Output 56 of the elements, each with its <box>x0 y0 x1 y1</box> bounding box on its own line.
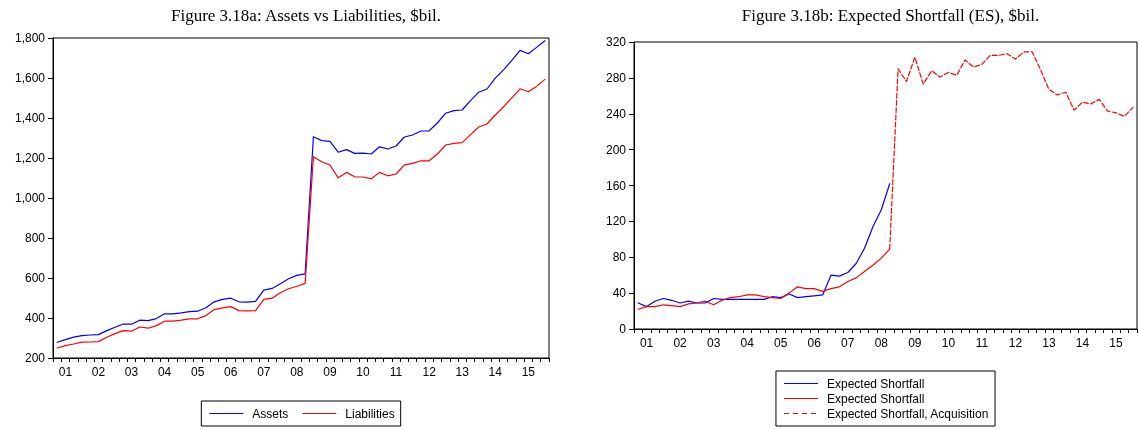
x-tick-label: 04 <box>157 365 172 379</box>
y-tick-label: 1,800 <box>14 31 46 45</box>
y-tick-label: 240 <box>605 106 627 121</box>
x-tick-label: 14 <box>488 365 503 379</box>
y-tick-label: 320 <box>605 35 627 49</box>
x-tick-label: 15 <box>1109 336 1124 350</box>
x-tick-label: 06 <box>224 365 238 379</box>
y-tick-label: 120 <box>605 214 627 229</box>
y-tick-label: 1,400 <box>14 111 46 125</box>
x-tick-label: 09 <box>323 365 337 379</box>
x-tick-label: 05 <box>774 336 788 350</box>
x-tick-label: 15 <box>521 365 536 379</box>
x-tick-label: 08 <box>874 336 889 350</box>
y-tick-label: 200 <box>24 351 46 365</box>
x-tick-label: 05 <box>190 365 205 379</box>
y-tick-label: 160 <box>605 178 627 193</box>
x-tick-label: 04 <box>740 336 755 350</box>
y-tick-label: 280 <box>605 70 627 85</box>
chart-title: Figure 3.18a: Assets vs Liabilities, $bil. <box>170 6 442 25</box>
x-tick-label: 08 <box>290 365 304 379</box>
x-tick-label: 07 <box>257 365 271 379</box>
x-tick-label: 09 <box>908 336 922 350</box>
y-tick-label: 1,000 <box>14 191 46 205</box>
legend-label: Expected Shortfall, Acquisition <box>826 406 989 421</box>
y-tick-label: 0 <box>619 322 627 336</box>
line-series <box>637 183 891 308</box>
x-tick-label: 13 <box>455 365 470 379</box>
x-tick-label: 03 <box>124 365 139 379</box>
x-tick-label: 12 <box>422 365 437 379</box>
y-tick-label: 1,200 <box>14 151 46 165</box>
x-tick-label: 11 <box>389 365 403 379</box>
x-tick-label: 02 <box>673 336 688 350</box>
y-tick-label: 400 <box>24 311 46 325</box>
y-tick-label: 800 <box>24 231 46 245</box>
x-tick-label: 14 <box>1075 336 1090 350</box>
y-tick-label: 1,600 <box>14 71 46 85</box>
x-tick-label: 06 <box>807 336 822 350</box>
x-tick-label: 07 <box>841 336 855 350</box>
x-tick-label: 10 <box>941 336 956 350</box>
legend-label: Liabilities <box>345 406 395 421</box>
x-tick-label: 01 <box>58 365 73 379</box>
x-tick-label: 12 <box>1008 336 1023 350</box>
y-tick-label: 600 <box>24 271 46 285</box>
x-tick-label: 10 <box>356 365 370 379</box>
x-tick-label: 01 <box>639 336 654 350</box>
x-tick-label: 02 <box>91 365 106 379</box>
legend-label: Expected Shortfall <box>826 376 925 391</box>
legend-label: Assets <box>252 406 289 421</box>
x-tick-label: 13 <box>1042 336 1056 350</box>
x-tick-label: 11 <box>975 336 989 350</box>
chart-title: Figure 3.18b: Expected Shortfall (ES), $bil. <box>741 6 1040 25</box>
legend-label: Expected Shortfall <box>826 391 925 406</box>
y-tick-label: 80 <box>612 250 627 265</box>
y-tick-label: 200 <box>605 142 627 157</box>
y-tick-label: 40 <box>612 286 627 301</box>
x-tick-label: 03 <box>706 336 721 350</box>
